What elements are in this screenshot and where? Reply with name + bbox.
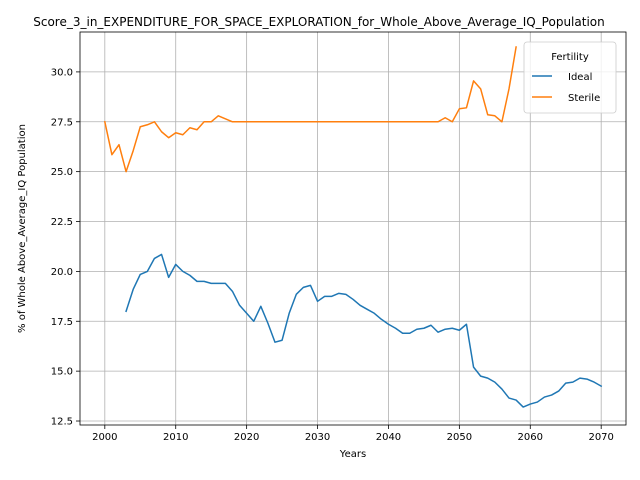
y-tick-label: 30.0	[51, 67, 73, 78]
x-axis-label: Years	[339, 449, 366, 460]
series-line-sterile	[103, 46, 517, 173]
y-tick-label: 20.0	[51, 267, 73, 278]
y-tick-label: 22.5	[51, 217, 73, 228]
chart-title: Score_3_in_EXPENDITURE_FOR_SPACE_EXPLORA…	[33, 15, 604, 29]
plot-frame	[79, 31, 627, 426]
y-tick-label: 12.5	[51, 417, 73, 428]
legend-label-sterile: Sterile	[568, 93, 600, 104]
x-tick-label: 2010	[163, 432, 188, 443]
x-tick-label: 2000	[92, 432, 117, 443]
legend-title: Fertility	[551, 52, 589, 63]
x-tick-label: 2030	[305, 432, 330, 443]
y-tick-label: 15.0	[51, 367, 73, 378]
legend-box	[523, 41, 617, 114]
y-tick-label: 25.0	[51, 167, 73, 178]
series-line-ideal	[125, 253, 603, 408]
x-tick-label: 2050	[447, 432, 472, 443]
y-tick-label: 27.5	[51, 117, 73, 128]
tick-layer: 2000 2010 2020 2030 2040 2050 2060 2070 12.5 15.0…	[51, 67, 614, 443]
x-tick-label: 2060	[518, 432, 543, 443]
x-tick-label: 2040	[376, 432, 401, 443]
x-tick-label: 2070	[588, 432, 613, 443]
legend-label-ideal: Ideal	[568, 72, 592, 83]
x-tick-label: 2020	[234, 432, 259, 443]
legend: Fertility Ideal Sterile	[523, 41, 617, 114]
y-axis-label: % of Whole Above_Average_IQ Population	[17, 124, 28, 333]
series-layer	[103, 46, 603, 408]
y-tick-label: 17.5	[51, 317, 73, 328]
